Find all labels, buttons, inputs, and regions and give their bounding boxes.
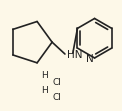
Text: N: N bbox=[86, 54, 94, 64]
Text: H: H bbox=[41, 86, 48, 95]
Text: Cl: Cl bbox=[52, 93, 61, 102]
Text: Cl: Cl bbox=[52, 78, 61, 87]
Text: HN: HN bbox=[67, 50, 82, 60]
Text: H: H bbox=[41, 71, 48, 80]
